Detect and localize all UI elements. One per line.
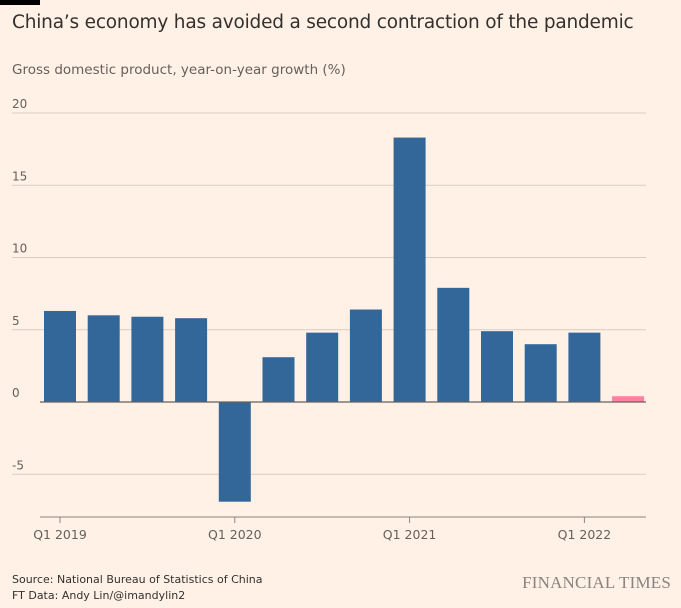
bar-q3-2020 [306, 332, 339, 402]
bar-chart: 20 15 10 5 0 -5 Q1 2019 Q1 2020 Q1 2021 Q1 2022 [12, 97, 646, 542]
y-tick-label: 5 [12, 314, 20, 328]
y-tick-label: 10 [12, 242, 27, 256]
y-tick-label: 0 [12, 386, 20, 400]
bar-q1-2019 [44, 310, 76, 402]
bar-q2-2019 [87, 315, 120, 402]
bar-q1-2020 [218, 402, 251, 502]
y-tick-label: 15 [12, 169, 27, 183]
ft-tag-bar [0, 0, 40, 5]
bar-q2-2020 [262, 357, 295, 402]
bar-q4-2019 [175, 318, 208, 402]
ft-logo: FINANCIAL TIMES [522, 573, 671, 592]
y-tick-label: -5 [12, 458, 24, 472]
x-tick-label: Q1 2019 [33, 527, 87, 542]
bar-q3-2021 [481, 331, 513, 402]
x-tick-label: Q1 2022 [558, 527, 612, 542]
chart-subtitle: Gross domestic product, year-on-year gro… [12, 62, 346, 78]
credit-note: FT Data: Andy Lin/@imandylin2 [12, 589, 186, 602]
bar-q1-2022 [568, 332, 601, 402]
chart-title: China’s economy has avoided a second con… [12, 12, 634, 33]
bar-q2-2021 [437, 287, 470, 402]
bar-q1-2021 [393, 137, 426, 402]
bar-q4-2020 [349, 309, 382, 402]
bar-q4-2021 [524, 344, 557, 402]
y-tick-label: 20 [12, 97, 27, 111]
bar-q2-2022 [612, 396, 645, 402]
x-tick-label: Q1 2021 [383, 527, 437, 542]
bar-q3-2019 [131, 316, 164, 402]
x-tick-label: Q1 2020 [208, 527, 262, 542]
source-note: Source: National Bureau of Statistics of… [12, 573, 263, 586]
